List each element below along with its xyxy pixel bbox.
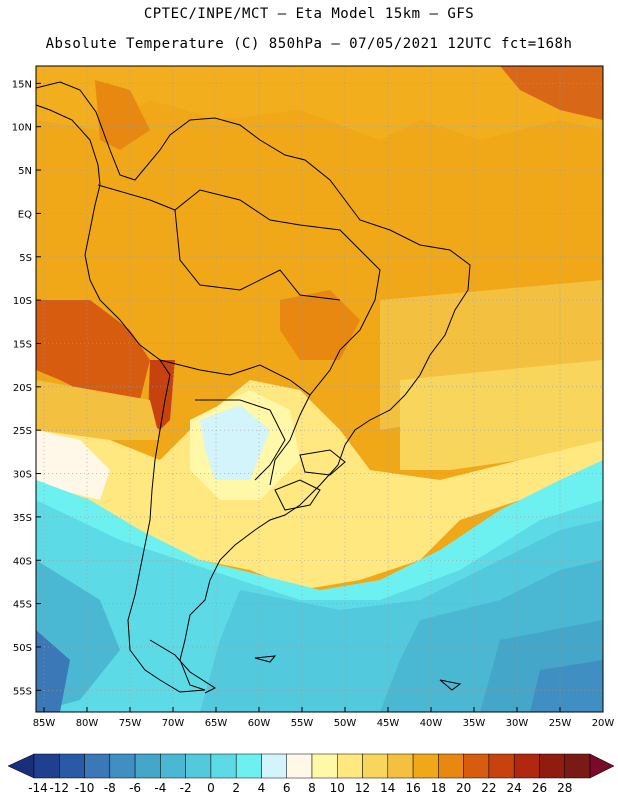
colorbar-swatch [539,753,565,779]
colorbar-label: 26 [532,781,547,795]
lat-tick-label: 10N [12,123,32,134]
colorbar-swatch [362,753,389,779]
lon-tick-label: 45W [377,718,400,729]
lat-tick-label: 50S [13,643,32,654]
colorbar-label: -10 [75,781,95,795]
colorbar-label: 0 [207,781,215,795]
colorbar-swatch [412,753,439,779]
colorbar-swatch [438,753,464,779]
lat-tick-label: 40S [13,556,32,567]
lat-tick-label: 35S [13,513,32,524]
colorbar-low-arrow [7,753,35,779]
lon-tick-label: 75W [119,718,142,729]
coastline [35,81,471,694]
colorbar-label: 18 [431,781,446,795]
colorbar-label: -8 [104,781,116,795]
lat-tick-label: 5N [18,166,32,177]
colorbar-label: -12 [49,781,69,795]
colorbar-label: 10 [330,781,345,795]
colorbar-label: 22 [481,781,496,795]
colorbar-label: 6 [283,781,291,795]
colorbar-label: 4 [258,781,266,795]
colorbar-swatch [311,753,338,779]
colorbar-label: -14 [28,781,48,795]
colorbar: -14 -12 -10 -8 -6 -4 -2 0 2 4 6 8 10 12 14 16 18 20 22 24 26… [7,753,615,795]
lon-tick-label: 55W [291,718,314,729]
map-grid [36,66,604,712]
colorbar-label: -4 [154,781,166,795]
lat-tick-label: 15S [13,339,32,350]
colorbar-label: 20 [456,781,471,795]
colorbar-label: 2 [232,781,240,795]
colorbar-swatch [463,753,490,779]
longitude-axis: 85W 80W 75W 70W 65W 60W 55W 50W 45W 40W 35W 30W 25W 2… [33,707,615,729]
lon-tick-label: 70W [162,718,185,729]
colorbar-swatch [513,753,540,779]
lat-tick-label: 55S [13,686,32,697]
lat-tick-label: 5S [19,253,32,264]
colorbar-label: -6 [129,781,141,795]
lon-tick-label: 80W [76,718,99,729]
colorbar-swatch [235,753,262,779]
lon-tick-label: 20W [592,718,615,729]
lat-tick-label: EQ [18,209,32,220]
colorbar-swatch [84,753,111,779]
colorbar-label: -2 [180,781,192,795]
lat-tick-label: 25S [13,426,32,437]
colorbar-swatch [210,753,237,779]
colorbar-swatch [488,753,515,779]
lon-tick-label: 25W [549,718,572,729]
lon-tick-label: 60W [248,718,271,729]
plot-frame [35,65,604,713]
colorbar-swatch [261,753,287,779]
colorbar-swatch [59,753,85,779]
colorbar-swatch [286,753,313,779]
lat-tick-label: 20S [13,383,32,394]
colorbar-swatch [185,753,212,779]
lat-tick-label: 30S [13,470,32,481]
colorbar-label: 8 [308,781,316,795]
temperature-field [36,66,603,712]
colorbar-swatch [33,753,60,779]
colorbar-label: 12 [355,781,370,795]
lat-tick-label: 45S [13,600,32,611]
lon-tick-label: 35W [463,718,486,729]
colorbar-swatch [564,753,591,779]
lon-tick-label: 65W [205,718,228,729]
colorbar-label: 14 [380,781,395,795]
chart-title-line1: CPTEC/INPE/MCT – Eta Model 15km – GFS [143,6,475,22]
colorbar-swatch [337,753,363,779]
latitude-axis: 15N 10N 5N EQ 5S 10S 15S 20S 25S 30S 35S 40S 45S 50S 5… [12,79,41,697]
lon-tick-label: 30W [506,718,529,729]
lat-tick-label: 10S [13,296,32,307]
colorbar-swatch [109,753,136,779]
chart-title-line2: Absolute Temperature (C) 850hPa – 07/05/… [45,36,573,52]
lon-tick-label: 50W [334,718,357,729]
colorbar-swatch [160,753,186,779]
colorbar-high-arrow [589,753,615,779]
colorbar-label: 24 [507,781,522,795]
colorbar-swatch [387,753,414,779]
lon-tick-label: 40W [420,718,443,729]
lon-tick-label: 85W [33,718,56,729]
colorbar-swatch [134,753,161,779]
colorbar-label: 28 [557,781,572,795]
lat-tick-label: 15N [12,79,32,90]
colorbar-label: 16 [405,781,420,795]
